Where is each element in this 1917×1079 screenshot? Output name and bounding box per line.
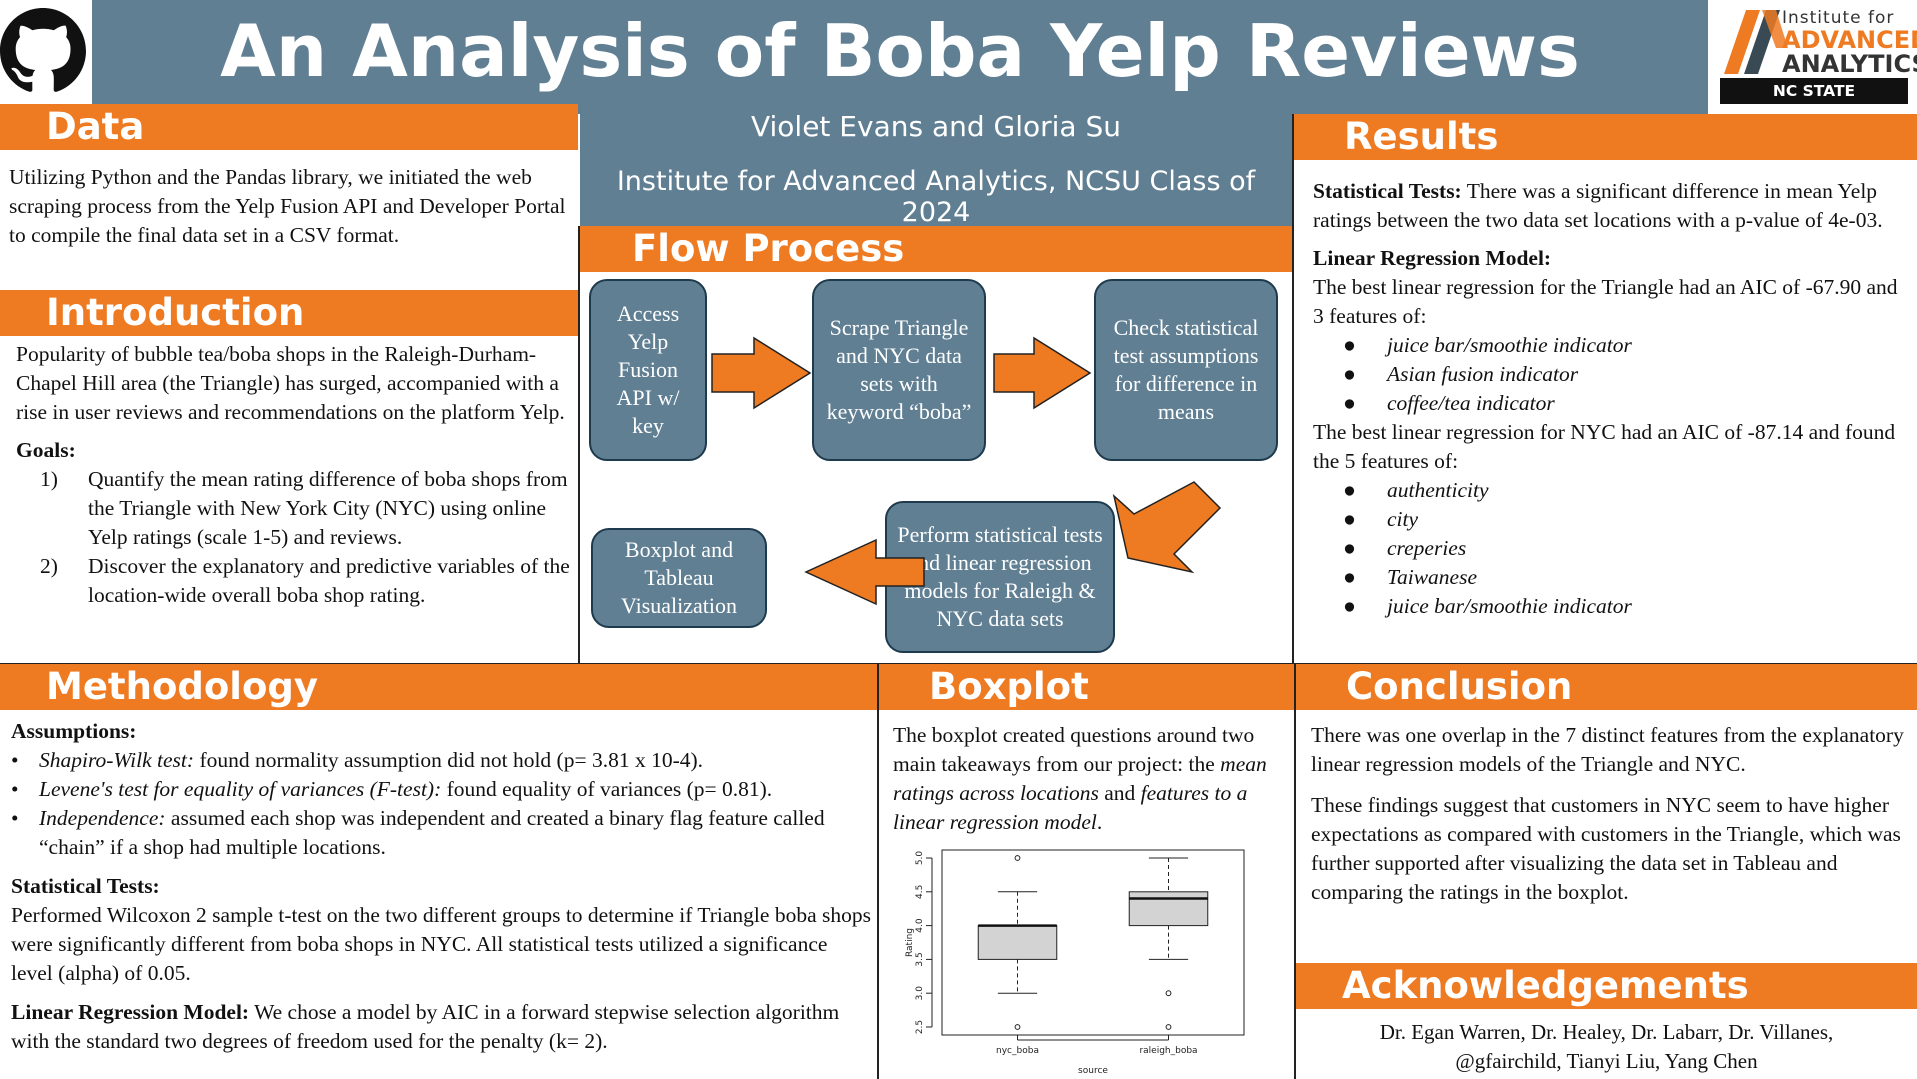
y-tick-label: 3.5	[915, 952, 925, 966]
triangle-feature: ● Asian fusion indicator	[1343, 362, 1579, 386]
goal-text: Quantify the mean rating difference of b…	[88, 467, 568, 549]
nyc-feature: ● authenticity	[1343, 478, 1489, 502]
divider-bottom-2	[1294, 664, 1296, 1079]
introduction-heading: Introduction	[0, 290, 578, 336]
box-nyc_boba	[977, 925, 1058, 960]
data-text: Utilizing Python and the Pandas library,…	[9, 165, 566, 247]
affiliation: Institute for Advanced Analytics, NCSU C…	[616, 166, 1256, 228]
conclusion-body: There was one overlap in the 7 distinct …	[1311, 721, 1911, 907]
flow-step-2: Scrape Triangle and NYC data sets with k…	[812, 279, 986, 461]
goal-item: 2) Discover the explanatory and predicti…	[16, 552, 576, 610]
github-logo	[0, 0, 90, 100]
divider-bottom-1	[877, 664, 879, 1079]
introduction-body: Popularity of bubble tea/boba shops in t…	[16, 340, 576, 610]
nyc-feature: ● Taiwanese	[1343, 565, 1477, 589]
assumptions-label: Assumptions:	[11, 719, 137, 743]
acknowledgements-heading: Acknowledgements	[1296, 963, 1917, 1009]
arrow-right-icon	[711, 336, 812, 410]
y-tick-label: 3.0	[915, 986, 925, 1001]
arrow-down-left-icon	[1112, 481, 1222, 574]
x-axis-label: source	[1078, 1066, 1108, 1076]
flow-step-1: Access Yelp Fusion API w/ key	[589, 279, 707, 461]
assumption-item: • Levene's test for equality of variance…	[11, 777, 773, 801]
arrow-left-icon	[804, 538, 925, 606]
page-title: An Analysis of Boba Yelp Reviews	[220, 9, 1580, 93]
results-stat-text: There was a significant difference in me…	[1313, 179, 1883, 232]
y-tick-label: 2.5	[915, 1020, 925, 1034]
boxplot-heading: Boxplot	[879, 664, 1294, 710]
acknowledgements-body: Dr. Egan Warren, Dr. Healey, Dr. Labarr,…	[1296, 1018, 1917, 1076]
assumption-item: • Shapiro-Wilk test: found normality ass…	[11, 748, 704, 772]
x-tick-label: nyc_boba	[996, 1046, 1039, 1056]
logo-line4: NC STATE UNIVERSITY	[1720, 78, 1908, 126]
ack-line2: @gfairchild, Tianyi Liu, Yang Chen	[1455, 1049, 1758, 1073]
results-stat-label: Statistical Tests:	[1313, 179, 1462, 203]
results-stat-paragraph: Statistical Tests: There was a significa…	[1313, 177, 1913, 235]
logo-line3: ANALYTICS	[1782, 50, 1917, 78]
triangle-feature: ● coffee/tea indicator	[1343, 391, 1555, 415]
title-banner: An Analysis of Boba Yelp Reviews	[92, 0, 1708, 114]
flow-step-5: Boxplot and Tableau Visualization	[591, 528, 767, 628]
introduction-text: Popularity of bubble tea/boba shops in t…	[16, 342, 565, 424]
results-lr-label: Linear Regression Model:	[1313, 246, 1552, 270]
nyc-feature: ● city	[1343, 507, 1419, 531]
flow-heading: Flow Process	[580, 226, 1292, 272]
conclusion-p1: There was one overlap in the 7 distinct …	[1311, 723, 1904, 776]
github-icon	[0, 8, 86, 92]
results-heading: Results	[1294, 114, 1917, 160]
outlier-point	[1165, 1024, 1172, 1030]
outlier-point	[1014, 855, 1021, 861]
goals-label: Goals:	[16, 438, 76, 462]
logo-line2: ADVANCED	[1782, 26, 1917, 54]
nyc-feature: ● creperies	[1343, 536, 1467, 560]
method-stat-label: Statistical Tests:	[11, 874, 160, 898]
methodology-heading: Methodology	[0, 664, 877, 710]
divider-right	[1292, 114, 1294, 664]
nyc-feature: ● juice bar/smoothie indicator	[1343, 594, 1632, 618]
goal-item: 1) Quantify the mean rating difference o…	[16, 465, 576, 552]
iaa-logo-mark	[1724, 10, 1788, 74]
y-tick-label: 5.0	[915, 851, 925, 866]
method-lr-paragraph: Linear Regression Model: We chose a mode…	[11, 1000, 840, 1053]
results-triangle-text: The best linear regression for the Trian…	[1313, 275, 1898, 328]
goal-number: 2)	[40, 554, 58, 578]
triangle-feature: ● juice bar/smoothie indicator	[1343, 333, 1632, 357]
iaa-logo: Institute for ADVANCED ANALYTICS NC STAT…	[1710, 0, 1917, 126]
logo-line1: Institute for	[1782, 8, 1895, 28]
goals-list: 1) Quantify the mean rating difference o…	[16, 465, 576, 610]
y-axis-label: Rating	[905, 928, 915, 957]
boxplot-chart: 2.5 3.0 3.5 4.0 4.5 5.0 Rating nyc_boba raleigh_…	[905, 849, 1245, 1076]
flow-step-3: Check statistical test assumptions for d…	[1094, 279, 1278, 461]
goal-text: Discover the explanatory and predictive …	[88, 554, 570, 607]
goal-number: 1)	[40, 467, 58, 491]
flow-arrows	[711, 336, 1222, 606]
method-stat-text: Performed Wilcoxon 2 sample t-test on th…	[11, 903, 871, 985]
y-tick-label: 4.0	[915, 918, 925, 933]
arrow-right-icon	[993, 336, 1092, 410]
x-tick-label: raleigh_boba	[1139, 1046, 1197, 1056]
ack-line1: Dr. Egan Warren, Dr. Healey, Dr. Labarr,…	[1379, 1020, 1834, 1044]
boxplot-text: The boxplot created questions around two…	[893, 723, 1267, 834]
data-heading: Data	[0, 104, 578, 150]
authors: Violet Evans and Gloria Su	[750, 110, 1122, 143]
conclusion-p2: These findings suggest that customers in…	[1311, 793, 1901, 904]
results-nyc-text: The best linear regression for NYC had a…	[1313, 420, 1896, 473]
conclusion-heading: Conclusion	[1296, 664, 1917, 710]
y-tick-label: 4.5	[915, 885, 925, 899]
box-raleigh_boba	[1128, 891, 1209, 927]
results-body: Statistical Tests: There was a significa…	[1313, 177, 1913, 621]
subtitle-block: Violet Evans and Gloria Su Institute for…	[580, 100, 1292, 228]
divider-left	[578, 226, 580, 664]
assumption-item: • Independence: assumed each shop was in…	[11, 806, 825, 859]
methodology-body: Assumptions: • Shapiro-Wilk test: found …	[11, 717, 873, 1056]
outlier-point	[1014, 1024, 1021, 1030]
outlier-point	[1165, 990, 1172, 997]
plot-frame	[941, 849, 1245, 1036]
